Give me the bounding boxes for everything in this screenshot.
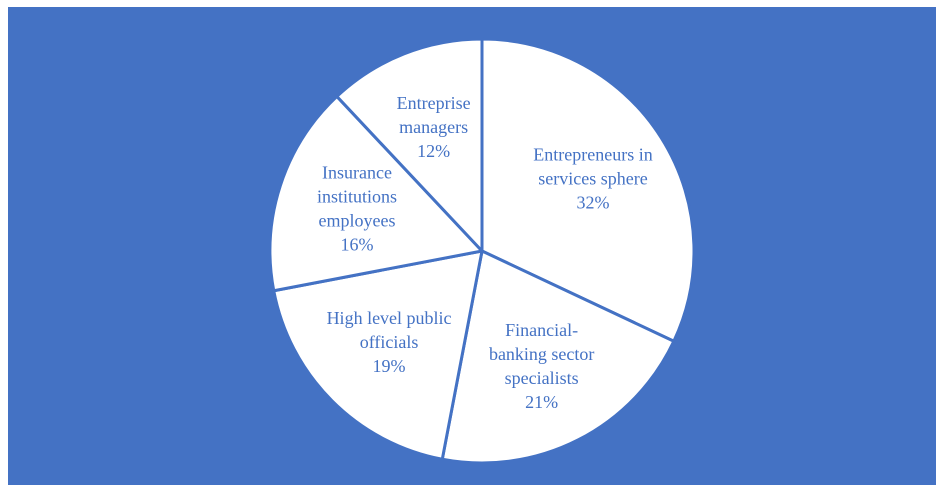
data-label-percent: 12% [417, 141, 450, 161]
pie-slice-label-5: Entreprise managers 12% [397, 93, 471, 161]
data-label-category: Insurance [322, 163, 392, 183]
data-label-percent: 16% [340, 235, 373, 255]
pie-slice-label-1: Entrepreneurs in services sphere 32% [533, 145, 652, 213]
pie-chart: Entrepreneurs in services sphere 32% Financ… [268, 37, 696, 465]
data-label-category: Entreprise [397, 93, 471, 113]
data-label-category: employees [319, 211, 396, 231]
data-label-category: services sphere [538, 169, 647, 189]
pie-slice-3 [272, 249, 484, 461]
data-label-percent: 32% [576, 193, 609, 213]
data-label-percent: 21% [525, 392, 558, 412]
pie-slice-label-3: High level public officials 19% [327, 308, 452, 376]
pie-slice-label-4: Insurance institutions employees 16% [317, 163, 397, 255]
pie-slice-4 [268, 94, 484, 293]
data-label-category: officials [360, 332, 419, 352]
data-label-category: High level public [327, 308, 452, 328]
data-label-category: specialists [505, 368, 579, 388]
data-label-percent: 19% [373, 356, 406, 376]
pie-slice-5 [335, 37, 484, 253]
data-label-category: Financial- [505, 320, 578, 340]
pie-slice-2 [440, 249, 676, 465]
pie-slice-1 [480, 37, 696, 343]
data-label-category: banking sector [489, 344, 594, 364]
pie-slice-label-2: Financial-banking sector specialists 21% [489, 320, 594, 412]
chart-area: Entrepreneurs in services sphere 32% Financ… [8, 7, 936, 485]
data-label-category: institutions [317, 187, 397, 207]
data-label-category: Entrepreneurs in [533, 145, 652, 165]
data-label-category: managers [399, 117, 468, 137]
